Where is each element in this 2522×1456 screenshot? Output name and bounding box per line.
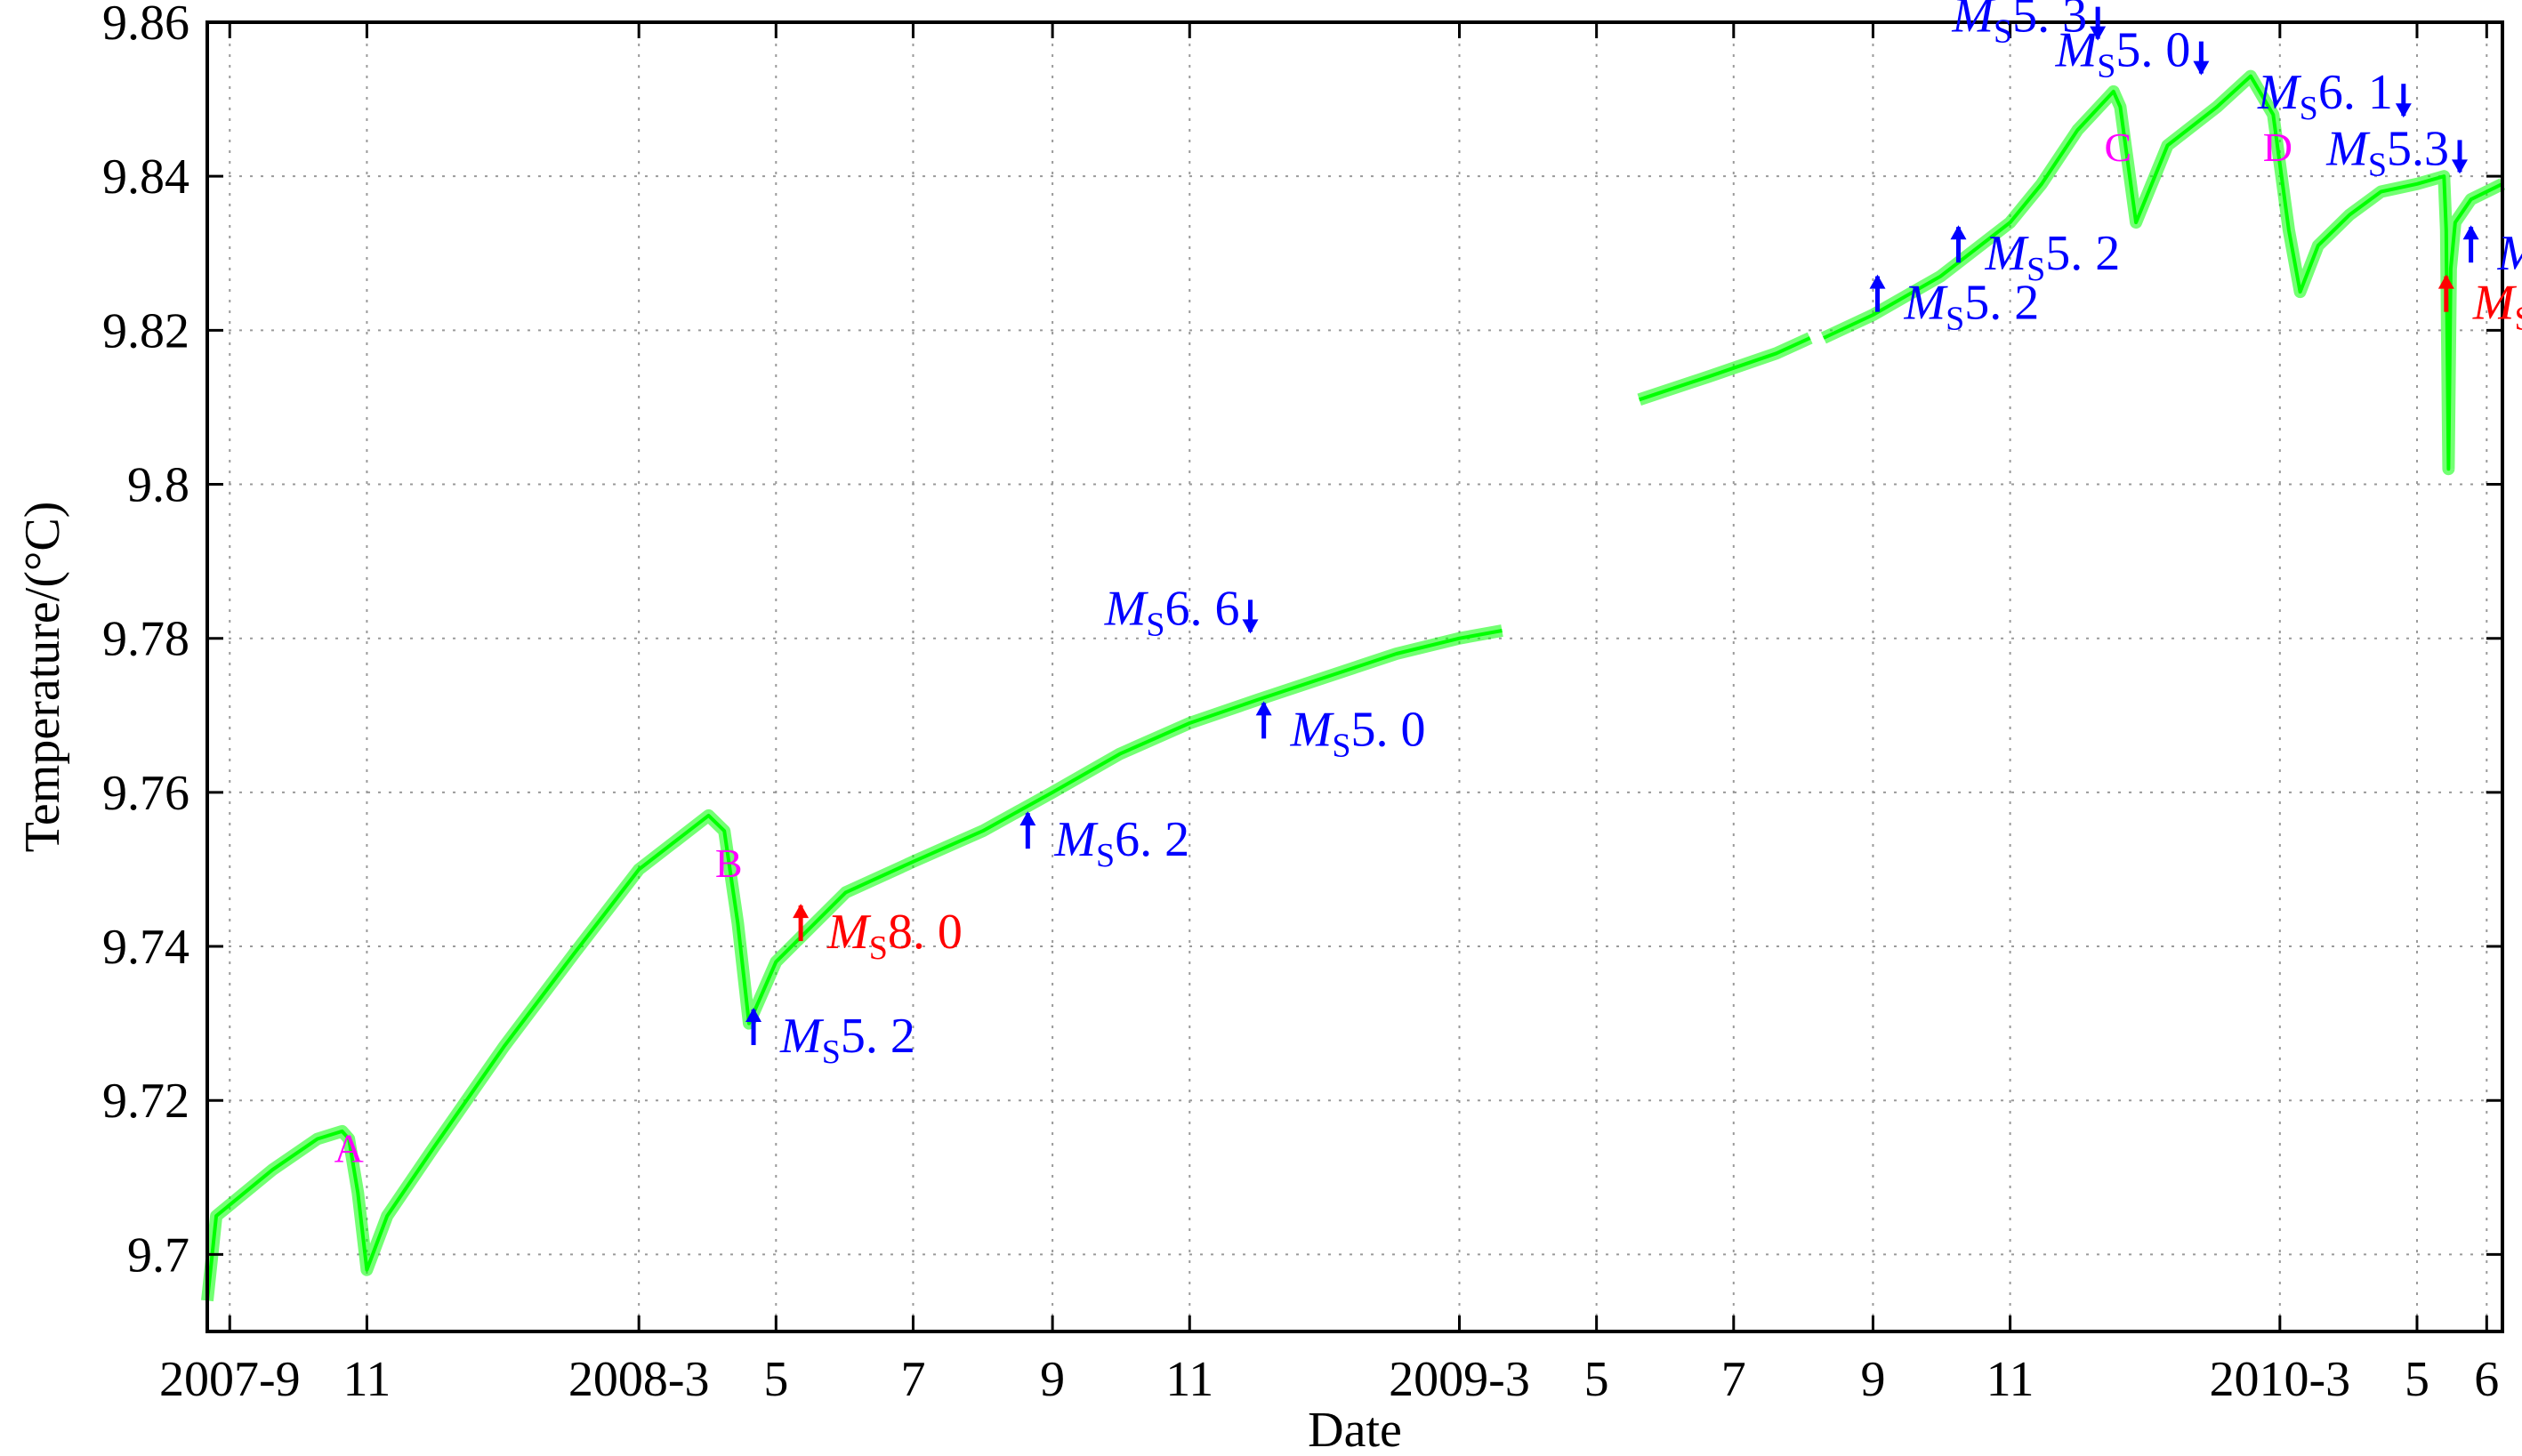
y-tick-label: 9.76 [102, 766, 189, 821]
event-arrowhead [2395, 103, 2412, 118]
y-tick-label: 9.86 [102, 0, 189, 51]
y-axis-title: Temperature/(°C) [15, 502, 70, 853]
event-label: MS5.3 [2325, 121, 2449, 183]
earthquake-annotation: MS5. 2 [1869, 274, 2040, 338]
annotations: A B C D MS5. 2 MS8. 0 MS6. 2 MS6. 6 MS5. 0 MS5. 2… [334, 0, 2522, 1171]
series-line-segment [205, 629, 1503, 1301]
event-arrowhead [2193, 60, 2210, 76]
x-tick-label: 5 [763, 1352, 788, 1407]
event-label: MS7. 1 [2472, 276, 2522, 338]
x-tick-label: 11 [342, 1352, 391, 1407]
event-label: MS6. 6 [1104, 581, 1240, 643]
point-label: C [2105, 125, 2132, 170]
ticks [207, 20, 2502, 1331]
y-tick-label: 9.8 [127, 458, 189, 513]
event-arrowhead [1950, 225, 1967, 240]
series-line-segment [1639, 336, 1811, 402]
event-label: MS5. 2 [779, 1009, 915, 1071]
event-label: MS6. 1 [2257, 65, 2393, 127]
y-tick-label: 9.74 [102, 920, 189, 975]
event-label: MS5. 0 [1290, 702, 1426, 764]
earthquake-annotation: MS6. 6 [1104, 581, 1259, 643]
point-label: B [715, 841, 743, 886]
y-tick-label: 9.84 [102, 149, 189, 205]
x-tick-label: 2008-3 [568, 1352, 710, 1407]
event-arrowhead [1242, 619, 1259, 634]
event-label: MS6. 2 [1053, 812, 1189, 874]
series-line [201, 69, 2506, 1302]
y-tick-label: 9.82 [102, 303, 189, 358]
event-arrowhead [2437, 274, 2454, 289]
x-tick-label: 9 [1860, 1352, 1885, 1407]
x-tick-label: 7 [900, 1352, 925, 1407]
x-tick-label: 5 [2405, 1352, 2429, 1407]
x-tick-label: 11 [1986, 1352, 2035, 1407]
event-label: MS5. 0 [2055, 23, 2191, 85]
earthquake-annotation: MS8. 0 [793, 904, 963, 967]
event-arrowhead [1869, 274, 1886, 289]
point-label: A [334, 1126, 364, 1171]
earthquake-annotation: MS6. 1 [2257, 65, 2412, 127]
x-tick-label: 11 [1165, 1352, 1213, 1407]
earthquake-annotation: MS5. 2 [1950, 225, 2120, 288]
earthquake-annotation: MS5.3 [2325, 121, 2468, 183]
event-label: MS5. 0 [2497, 226, 2522, 288]
x-tick-label: 2010-3 [2210, 1352, 2351, 1407]
event-label: MS8. 0 [826, 905, 963, 967]
y-tick-label: 9.7 [127, 1227, 189, 1283]
event-arrowhead [2090, 26, 2107, 41]
event-arrowhead [745, 1007, 762, 1022]
x-tick-label: 5 [1584, 1352, 1609, 1407]
event-arrowhead [1255, 701, 1272, 716]
event-arrowhead [1019, 811, 1036, 826]
event-arrowhead [2462, 225, 2479, 240]
series-line-segment [1823, 74, 2503, 471]
event-label: MS5. 2 [1984, 226, 2120, 288]
plot-frame [205, 20, 2504, 1333]
x-tick-label: 2009-3 [1389, 1352, 1530, 1407]
tick-labels: 9.7 9.72 9.74 9.76 9.78 9.8 9.82 9.84 9.86 2007-9… [102, 0, 2499, 1407]
x-tick-label: 2007-9 [159, 1352, 301, 1407]
y-tick-label: 9.72 [102, 1074, 189, 1129]
x-axis-title: Date [1308, 1403, 1402, 1456]
event-label: MS5. 3 [1951, 0, 2087, 51]
x-tick-label: 6 [2474, 1352, 2499, 1407]
earthquake-annotation: MS5. 0 [1255, 701, 1426, 764]
point-label: D [2263, 125, 2292, 170]
event-arrowhead [793, 904, 810, 919]
event-label: MS5. 2 [1904, 276, 2040, 338]
earthquake-annotation: MS5. 2 [745, 1007, 915, 1071]
earthquake-annotation: MS5. 3 [1951, 0, 2107, 51]
earthquake-annotation: MS6. 2 [1019, 811, 1189, 874]
earthquake-annotation: MS5. 0 [2462, 225, 2522, 288]
earthquake-annotation: MS5. 0 [2055, 23, 2210, 85]
event-arrowhead [2451, 159, 2468, 174]
x-tick-label: 9 [1040, 1352, 1065, 1407]
x-tick-label: 7 [1721, 1352, 1746, 1407]
earthquake-annotation: MS7. 1 [2437, 274, 2522, 338]
y-tick-label: 9.78 [102, 612, 189, 667]
grid [207, 21, 2502, 1331]
